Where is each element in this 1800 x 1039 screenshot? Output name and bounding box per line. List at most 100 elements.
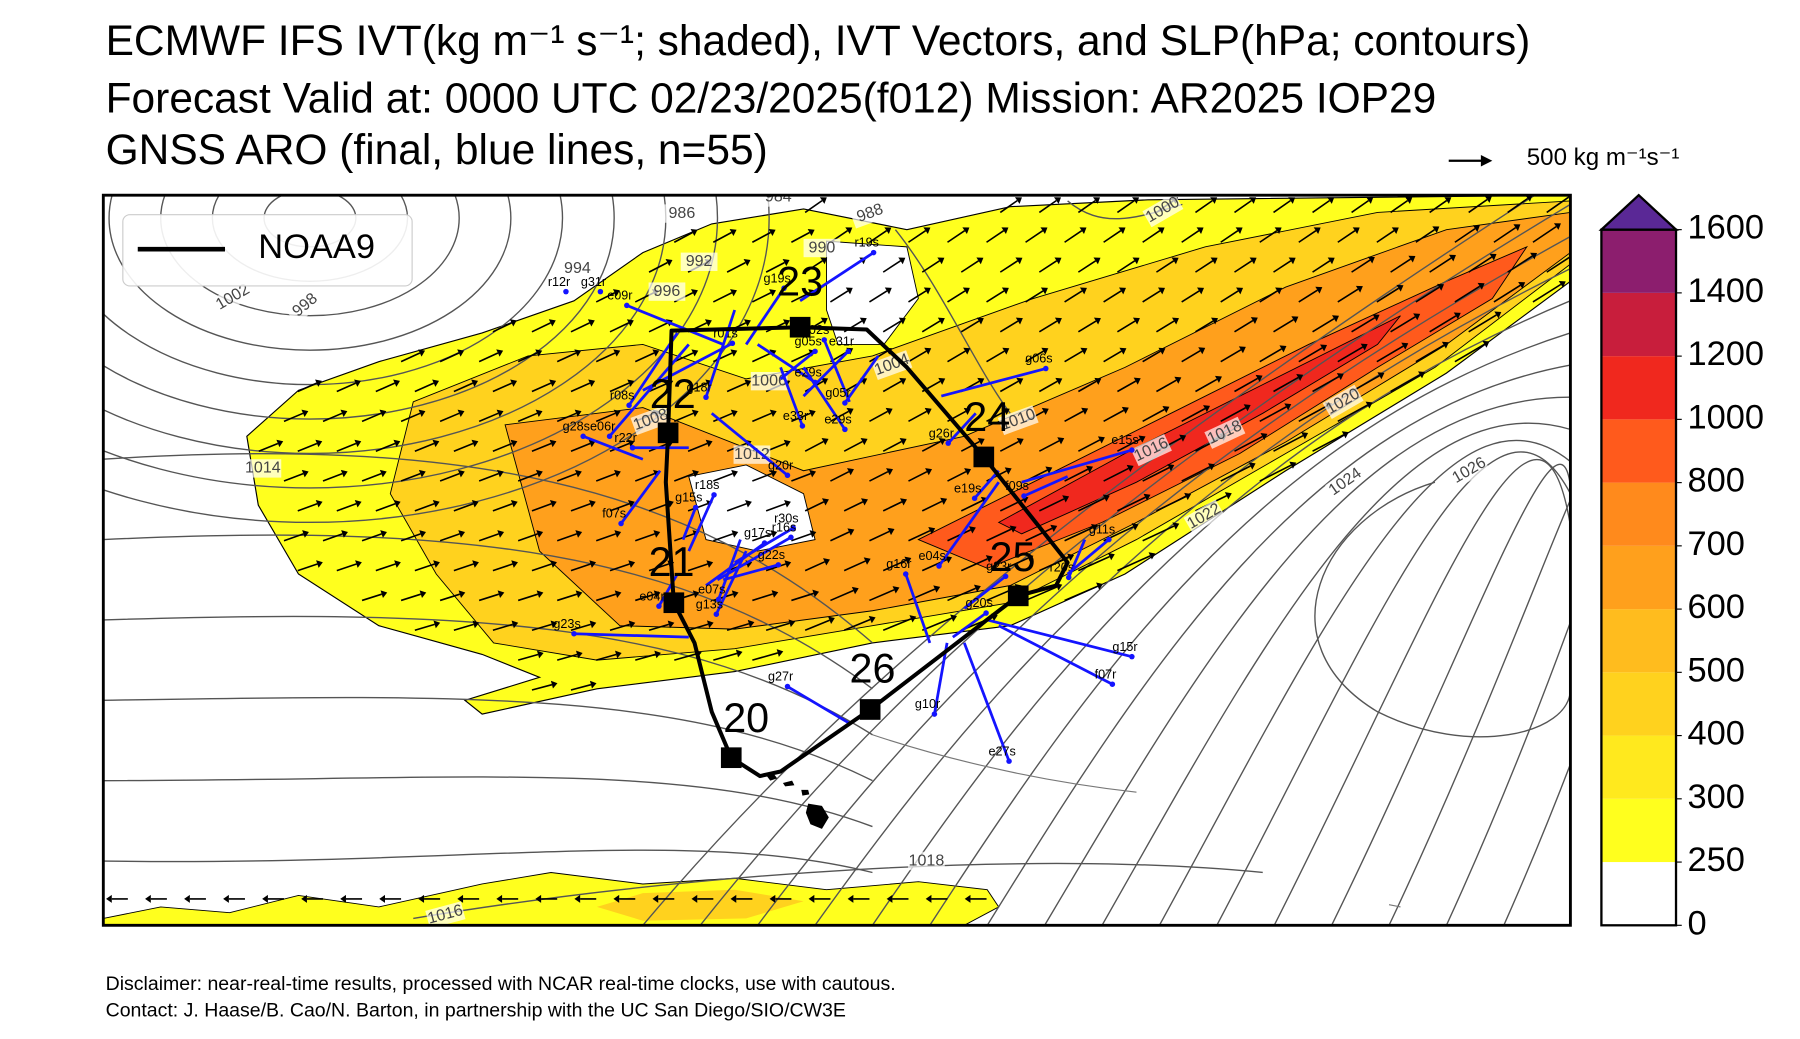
vector-head (945, 555, 953, 564)
station-dot (713, 611, 720, 617)
vector-head (1026, 554, 1034, 562)
station-dot (870, 249, 877, 256)
vector-head (535, 349, 543, 357)
vector (478, 533, 499, 542)
vector-head (1224, 492, 1232, 500)
vector-head (743, 259, 751, 267)
station-dot (812, 348, 818, 355)
vector-head (1288, 257, 1296, 265)
contour-label-bg (425, 901, 466, 926)
vector (1156, 379, 1177, 393)
contour-label: 1012 (734, 445, 770, 463)
vector (1064, 468, 1089, 482)
vector-head (1107, 552, 1115, 561)
vector (361, 533, 382, 542)
station-dot (597, 288, 604, 295)
vector (1195, 320, 1214, 333)
vector-head (782, 259, 790, 267)
vector-head (471, 499, 479, 508)
vector (453, 623, 474, 632)
contour (1216, 451, 1571, 926)
contour-label-bg (759, 195, 797, 207)
waypoint-label: 21 (649, 539, 695, 585)
vector (1351, 317, 1376, 333)
vector-head (457, 349, 465, 357)
vector (712, 292, 733, 303)
vector (1078, 497, 1105, 512)
vector-head (898, 317, 906, 325)
vector (804, 440, 824, 452)
vector-head (587, 319, 595, 327)
vector (869, 589, 895, 602)
vector (1390, 316, 1416, 333)
vector (531, 322, 551, 333)
station-dot (784, 472, 791, 479)
vector-head (536, 650, 544, 659)
vector (1156, 320, 1175, 333)
vector-head (1002, 347, 1010, 355)
station-label: g11s (1089, 523, 1115, 537)
colorbar-segment (1601, 545, 1677, 610)
vector-head (1126, 464, 1134, 473)
station-label: e04s (918, 549, 945, 563)
station-label: g18r (686, 380, 711, 394)
station-dot (971, 495, 978, 502)
vector (1312, 434, 1345, 452)
vector (453, 502, 474, 512)
vector-head (535, 894, 542, 903)
vector-head (472, 620, 480, 629)
station-label: g23s (553, 617, 580, 631)
vector (1337, 404, 1368, 423)
vector-head (433, 620, 441, 629)
station-dot (729, 340, 736, 347)
contour-label: 992 (686, 252, 713, 270)
vector-head (1275, 287, 1283, 295)
vector (1116, 320, 1136, 333)
vector-head (613, 349, 621, 357)
vector (765, 261, 785, 273)
vector (921, 617, 953, 632)
vector-head (418, 409, 426, 418)
vector (1507, 255, 1533, 273)
vector (336, 563, 357, 572)
vector (570, 322, 590, 333)
vector (1181, 407, 1206, 423)
vector-head (845, 227, 853, 235)
vector (400, 472, 421, 482)
vector-head (1453, 312, 1461, 320)
vector (830, 589, 854, 602)
colorbar-label: 1400 (1688, 272, 1765, 310)
vector (609, 563, 630, 572)
vector-head (964, 468, 972, 476)
vector (1507, 197, 1529, 214)
vector-head (393, 439, 401, 448)
vector (1025, 350, 1044, 363)
station-ray (573, 632, 689, 639)
vector (1078, 439, 1101, 452)
vector (556, 472, 577, 482)
vector (1259, 230, 1278, 243)
station-dot (799, 423, 806, 429)
vector (765, 502, 786, 512)
vector-head (1062, 495, 1070, 503)
vector (322, 472, 343, 482)
vector-head (1055, 377, 1063, 385)
contour-label-bg (285, 286, 326, 325)
vector (829, 290, 849, 303)
vector (595, 533, 616, 542)
station-dot (571, 630, 577, 637)
vector-head (819, 197, 827, 204)
vector (609, 322, 629, 333)
vector (414, 563, 435, 572)
contour (103, 696, 873, 782)
vector-head (535, 469, 543, 478)
vector-head (985, 555, 993, 563)
colorbar-label: 800 (1688, 462, 1745, 500)
vector-head (1365, 401, 1373, 409)
vector-head (106, 894, 112, 903)
contour-label-bg (244, 459, 282, 478)
vector (713, 472, 733, 482)
vector-head (1355, 285, 1363, 293)
